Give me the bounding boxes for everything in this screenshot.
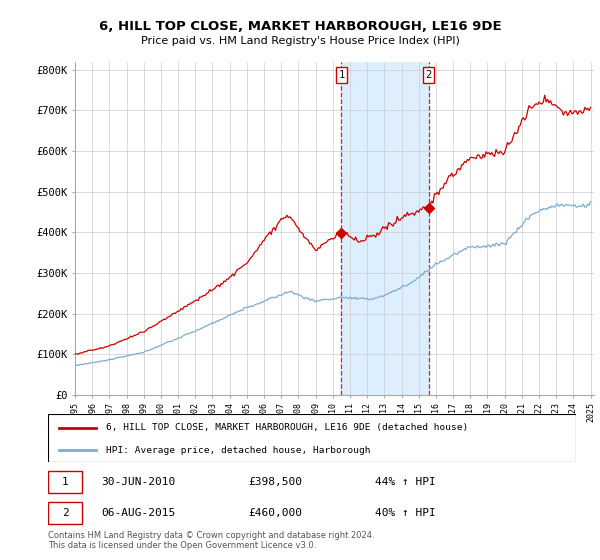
FancyBboxPatch shape: [48, 472, 82, 493]
Bar: [341, 62, 429, 395]
Text: £460,000: £460,000: [248, 508, 302, 518]
Text: 06-AUG-2015: 06-AUG-2015: [101, 508, 175, 518]
Text: 1: 1: [62, 477, 68, 487]
Text: 6, HILL TOP CLOSE, MARKET HARBOROUGH, LE16 9DE (detached house): 6, HILL TOP CLOSE, MARKET HARBOROUGH, LE…: [106, 423, 469, 432]
Text: Price paid vs. HM Land Registry's House Price Index (HPI): Price paid vs. HM Land Registry's House …: [140, 36, 460, 46]
FancyBboxPatch shape: [48, 502, 82, 524]
Text: Contains HM Land Registry data © Crown copyright and database right 2024.
This d: Contains HM Land Registry data © Crown c…: [48, 531, 374, 550]
Text: 2: 2: [425, 70, 432, 80]
Text: 1: 1: [338, 70, 344, 80]
Text: £398,500: £398,500: [248, 477, 302, 487]
Text: 30-JUN-2010: 30-JUN-2010: [101, 477, 175, 487]
Text: HPI: Average price, detached house, Harborough: HPI: Average price, detached house, Harb…: [106, 446, 371, 455]
FancyBboxPatch shape: [48, 414, 576, 462]
Text: 6, HILL TOP CLOSE, MARKET HARBOROUGH, LE16 9DE: 6, HILL TOP CLOSE, MARKET HARBOROUGH, LE…: [98, 20, 502, 32]
Text: 40% ↑ HPI: 40% ↑ HPI: [376, 508, 436, 518]
Text: 2: 2: [62, 508, 68, 518]
Text: 44% ↑ HPI: 44% ↑ HPI: [376, 477, 436, 487]
